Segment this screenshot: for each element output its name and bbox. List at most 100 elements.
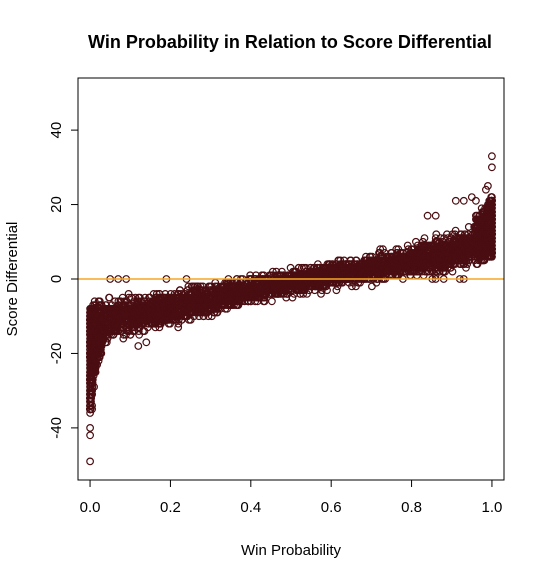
data-point	[333, 260, 341, 269]
data-point	[102, 338, 111, 347]
data-point	[188, 293, 196, 302]
data-point	[488, 152, 496, 161]
data-point	[255, 293, 264, 302]
data-point	[195, 297, 204, 306]
chart-title: Win Probability in Relation to Score Dif…	[88, 32, 492, 52]
data-point	[433, 252, 442, 261]
data-point	[451, 196, 460, 205]
data-point	[122, 301, 130, 310]
y-tick-label: 40	[48, 122, 65, 139]
data-point	[480, 248, 489, 257]
data-point	[428, 263, 437, 272]
data-point	[105, 293, 113, 302]
data-point	[298, 286, 307, 295]
data-point	[204, 282, 213, 291]
data-point	[226, 301, 235, 310]
data-point	[356, 263, 365, 272]
data-point	[213, 282, 222, 291]
data-point	[183, 286, 192, 295]
data-point	[87, 364, 95, 373]
data-point	[157, 319, 165, 328]
data-point	[482, 185, 490, 194]
data-point	[86, 375, 94, 384]
data-point	[431, 211, 440, 220]
data-point	[179, 297, 188, 306]
data-point	[124, 319, 133, 328]
data-point	[88, 401, 96, 410]
data-point	[329, 260, 337, 269]
data-point	[175, 304, 184, 313]
data-point	[86, 383, 95, 391]
data-point	[465, 256, 473, 265]
data-point	[205, 286, 214, 295]
data-point	[452, 256, 461, 265]
data-point	[86, 431, 94, 440]
data-point	[315, 282, 324, 291]
data-point	[286, 263, 295, 272]
data-point	[447, 263, 455, 272]
data-point	[90, 327, 99, 336]
data-point	[488, 163, 496, 172]
data-point	[104, 312, 113, 321]
data-point	[424, 241, 433, 250]
data-point	[86, 424, 94, 432]
data-point	[100, 316, 109, 324]
data-point	[122, 304, 131, 313]
data-point	[161, 308, 170, 317]
data-point	[154, 293, 163, 302]
data-point	[112, 304, 121, 313]
data-point	[138, 304, 147, 313]
data-point	[310, 263, 319, 272]
data-point	[450, 241, 459, 250]
data-point	[389, 252, 398, 261]
data-point	[362, 260, 371, 269]
data-point	[255, 286, 264, 295]
data-point	[398, 256, 407, 265]
y-tick-label: -40	[48, 417, 65, 439]
data-point	[90, 383, 98, 391]
data-point	[86, 371, 94, 380]
data-point	[371, 256, 380, 265]
x-axis-label: Win Probability	[241, 542, 342, 559]
data-point	[98, 338, 107, 347]
data-point	[184, 308, 193, 317]
data-point	[431, 234, 440, 243]
data-point	[95, 297, 104, 306]
data-point	[488, 215, 496, 224]
data-point	[408, 260, 417, 269]
data-point	[173, 308, 182, 317]
data-point	[147, 304, 156, 313]
data-point	[134, 312, 143, 321]
data-point	[373, 263, 382, 272]
data-point	[378, 260, 387, 269]
data-point	[102, 301, 111, 310]
data-point	[90, 353, 99, 362]
data-point	[133, 297, 142, 306]
data-point	[132, 316, 141, 324]
data-point	[88, 390, 96, 399]
data-point	[423, 256, 432, 265]
data-point	[116, 327, 125, 336]
data-point	[119, 334, 128, 343]
data-point	[88, 360, 97, 369]
data-point	[396, 248, 405, 257]
data-point	[420, 234, 429, 243]
data-point	[260, 293, 269, 302]
data-point	[376, 245, 385, 254]
data-point	[211, 297, 220, 306]
y-axis: -40 -20 0 20 40	[48, 122, 79, 439]
data-point	[148, 308, 157, 317]
data-point	[443, 252, 451, 261]
data-point	[368, 282, 376, 291]
data-point	[184, 282, 193, 291]
data-point	[268, 297, 276, 306]
data-point	[488, 248, 496, 257]
data-point	[403, 252, 412, 261]
data-point	[174, 319, 183, 328]
data-point	[183, 312, 192, 321]
data-point	[94, 316, 103, 324]
data-point	[222, 297, 231, 306]
data-point	[378, 256, 387, 265]
data-point	[432, 230, 441, 239]
